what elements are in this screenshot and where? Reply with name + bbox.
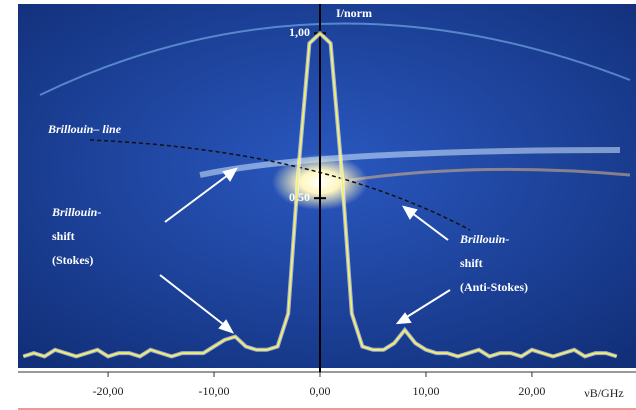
y-tick-label: 1,00 — [289, 25, 310, 39]
annotation: Brillouin- — [459, 232, 509, 246]
x-tick-label: 20,00 — [518, 384, 545, 398]
x-axis-label: νB/GHz — [584, 386, 623, 400]
x-tick-label: 10,00 — [412, 384, 439, 398]
x-tick-label: -10,00 — [199, 384, 230, 398]
annotation: Brillouin– line — [47, 122, 122, 136]
annotation: shift — [52, 229, 75, 243]
annotation: Brillouin- — [51, 205, 101, 219]
annotation: shift — [460, 256, 483, 270]
annotation: (Stokes) — [52, 253, 93, 267]
x-tick-label: -20,00 — [93, 384, 124, 398]
y-tick-label: 0,50 — [289, 190, 310, 204]
y-axis-label: I/norm — [336, 6, 372, 20]
chart: νB/GHz I/norm -20,00 -10,00 0,00 10,00 20,00… — [0, 0, 636, 410]
annotation: (Anti-Stokes) — [460, 280, 528, 294]
x-tick-label: 0,00 — [310, 384, 331, 398]
